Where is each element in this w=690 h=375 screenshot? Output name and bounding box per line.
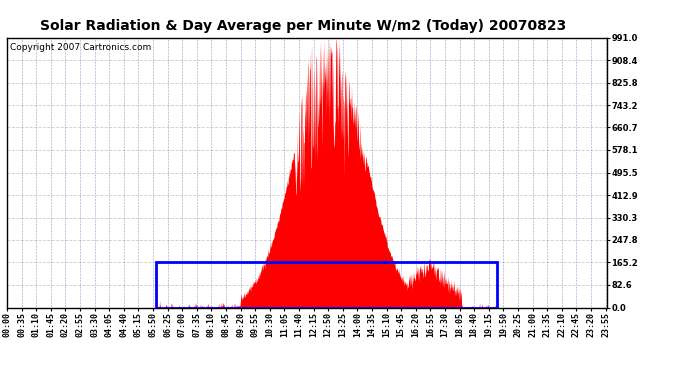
Text: Copyright 2007 Cartronics.com: Copyright 2007 Cartronics.com bbox=[10, 43, 151, 52]
Bar bbox=[156, 262, 497, 308]
Text: Solar Radiation & Day Average per Minute W/m2 (Today) 20070823: Solar Radiation & Day Average per Minute… bbox=[41, 19, 566, 33]
